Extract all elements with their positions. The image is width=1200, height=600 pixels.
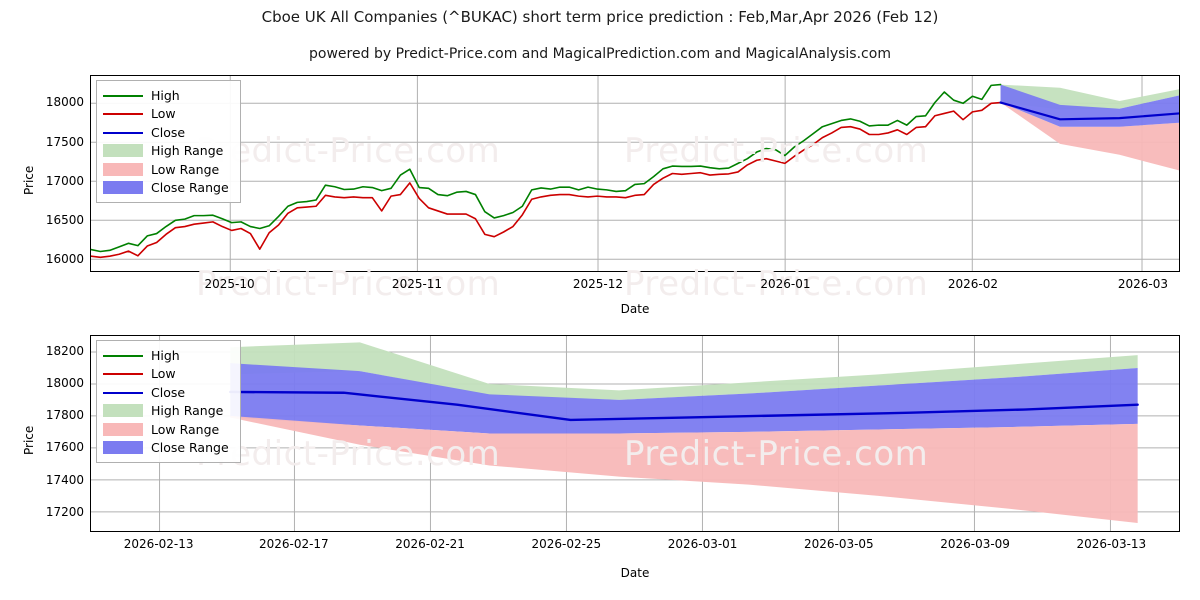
legend-item-high: High	[103, 346, 232, 365]
legend-item-high-range: High Range	[103, 402, 232, 421]
legend-label: Close Range	[151, 180, 229, 196]
legend-item-high-range: High Range	[103, 142, 232, 161]
x-tick-label: 2026-02	[947, 277, 998, 291]
bottom-chart-panel	[90, 335, 1180, 532]
x-tick-label: 2026-03-05	[803, 537, 874, 551]
legend-swatch-line-icon	[103, 386, 143, 399]
x-tick-label: 2026-02-25	[531, 537, 602, 551]
legend-label: Low Range	[151, 421, 220, 437]
x-tick-label: 2026-03	[1117, 277, 1169, 291]
bottom-chart-plot	[90, 335, 1180, 532]
legend-label: High	[151, 347, 180, 363]
legend-label: High	[151, 87, 180, 103]
x-tick-label: 2025-11	[391, 277, 443, 291]
legend-item-close: Close	[103, 383, 232, 402]
y-tick-label: 16500	[45, 213, 84, 228]
legend-item-close: Close	[103, 123, 232, 142]
legend-label: Low	[151, 106, 176, 122]
x-tick-label: 2026-03-09	[940, 537, 1010, 551]
y-tick-label: 17600	[45, 440, 84, 455]
y-tick-label: 17000	[45, 173, 84, 188]
top-chart-x-axis-label: Date	[620, 302, 650, 316]
top-chart-panel	[90, 75, 1180, 272]
x-tick-label: 2026-02-17	[258, 537, 329, 551]
y-tick-label: 17800	[45, 408, 84, 423]
legend-item-low: Low	[103, 365, 232, 384]
page-title: Cboe UK All Companies (^BUKAC) short ter…	[261, 8, 939, 26]
legend-swatch-line-icon	[103, 107, 143, 120]
legend-swatch-patch-icon	[103, 144, 143, 158]
x-tick-label: 2026-03-01	[667, 537, 738, 551]
top-chart-plot	[90, 75, 1180, 272]
top-chart-y-axis-label: Price	[22, 165, 36, 195]
legend-label: Close Range	[151, 440, 229, 456]
legend-swatch-patch-icon	[103, 404, 143, 418]
x-tick-label: 2026-02-21	[395, 537, 465, 551]
bottom-chart-legend: High Low Close High Range Low Range Close Ran…	[96, 340, 241, 463]
legend-item-low-range: Low Range	[103, 160, 232, 179]
x-tick-label: 2025-12	[572, 277, 624, 291]
x-tick-label: 2026-03-13	[1076, 537, 1147, 551]
legend-swatch-patch-icon	[103, 441, 143, 455]
y-tick-label: 18200	[45, 344, 84, 359]
y-tick-label: 17200	[45, 504, 84, 519]
legend-label: Low	[151, 366, 176, 382]
bottom-chart-y-axis-label: Price	[22, 425, 36, 455]
legend-item-low: Low	[103, 105, 232, 124]
y-tick-label: 18000	[45, 376, 84, 391]
page-subtitle: powered by Predict-Price.com and Magical…	[309, 46, 891, 62]
top-chart-legend: High Low Close High Range Low Range Close Ran…	[96, 80, 241, 203]
legend-label: High Range	[151, 143, 224, 159]
legend-item-close-range: Close Range	[103, 179, 232, 198]
y-tick-label: 18000	[45, 95, 84, 110]
legend-item-low-range: Low Range	[103, 420, 232, 439]
legend-swatch-line-icon	[103, 349, 143, 362]
legend-swatch-line-icon	[103, 367, 143, 380]
legend-swatch-patch-icon	[103, 162, 143, 176]
y-tick-label: 17500	[45, 134, 84, 149]
legend-label: High Range	[151, 403, 224, 419]
x-tick-label: 2025-10	[204, 277, 255, 291]
legend-item-close-range: Close Range	[103, 439, 232, 458]
legend-swatch-line-icon	[103, 89, 143, 102]
legend-swatch-patch-icon	[103, 422, 143, 436]
x-tick-label: 2026-02-13	[123, 537, 194, 551]
y-tick-label: 17400	[45, 472, 84, 487]
legend-swatch-line-icon	[103, 126, 143, 139]
legend-item-high: High	[103, 86, 232, 105]
x-tick-label: 2026-01	[760, 277, 811, 291]
legend-label: Close	[151, 124, 186, 140]
bottom-chart-x-axis-label: Date	[620, 566, 650, 580]
legend-label: Low Range	[151, 161, 220, 177]
legend-swatch-patch-icon	[103, 181, 143, 195]
y-tick-label: 16000	[45, 252, 84, 267]
legend-label: Close	[151, 384, 186, 400]
